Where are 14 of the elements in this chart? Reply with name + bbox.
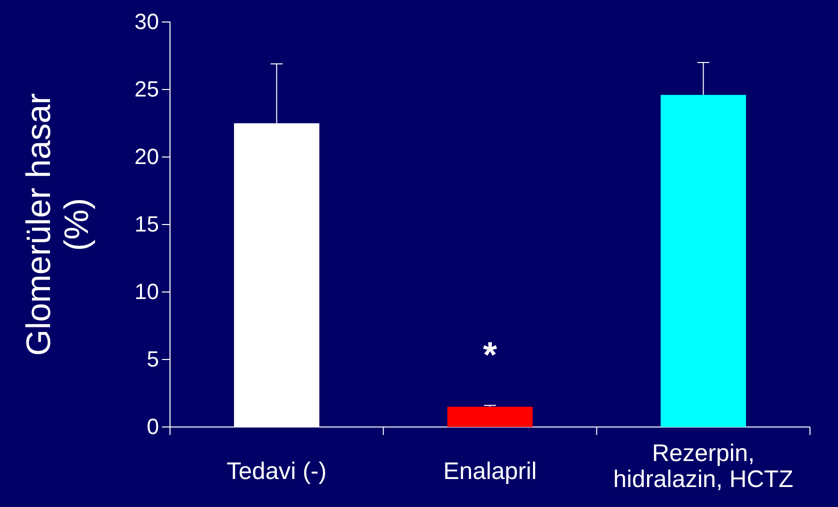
y-tick-label: 0 (146, 414, 159, 440)
y-tick-label: 30 (134, 9, 159, 34)
y-tick-label: 10 (134, 279, 159, 304)
y-tick-label: 5 (146, 346, 159, 372)
x-tick-label: Enalapril (443, 458, 537, 485)
y-tick-label: 15 (134, 212, 159, 237)
y-tick-label: 25 (134, 76, 159, 102)
x-tick-label: Tedavi (-) (226, 458, 327, 485)
x-tick-label: Rezerpin, hidralazin, HCTZ (613, 440, 794, 493)
annotation: * (482, 334, 498, 375)
bar (660, 94, 746, 427)
y-tick-label: 20 (134, 144, 159, 170)
y-axis-title: Glomerüler hasar (%) (20, 93, 96, 356)
bar (447, 406, 533, 427)
